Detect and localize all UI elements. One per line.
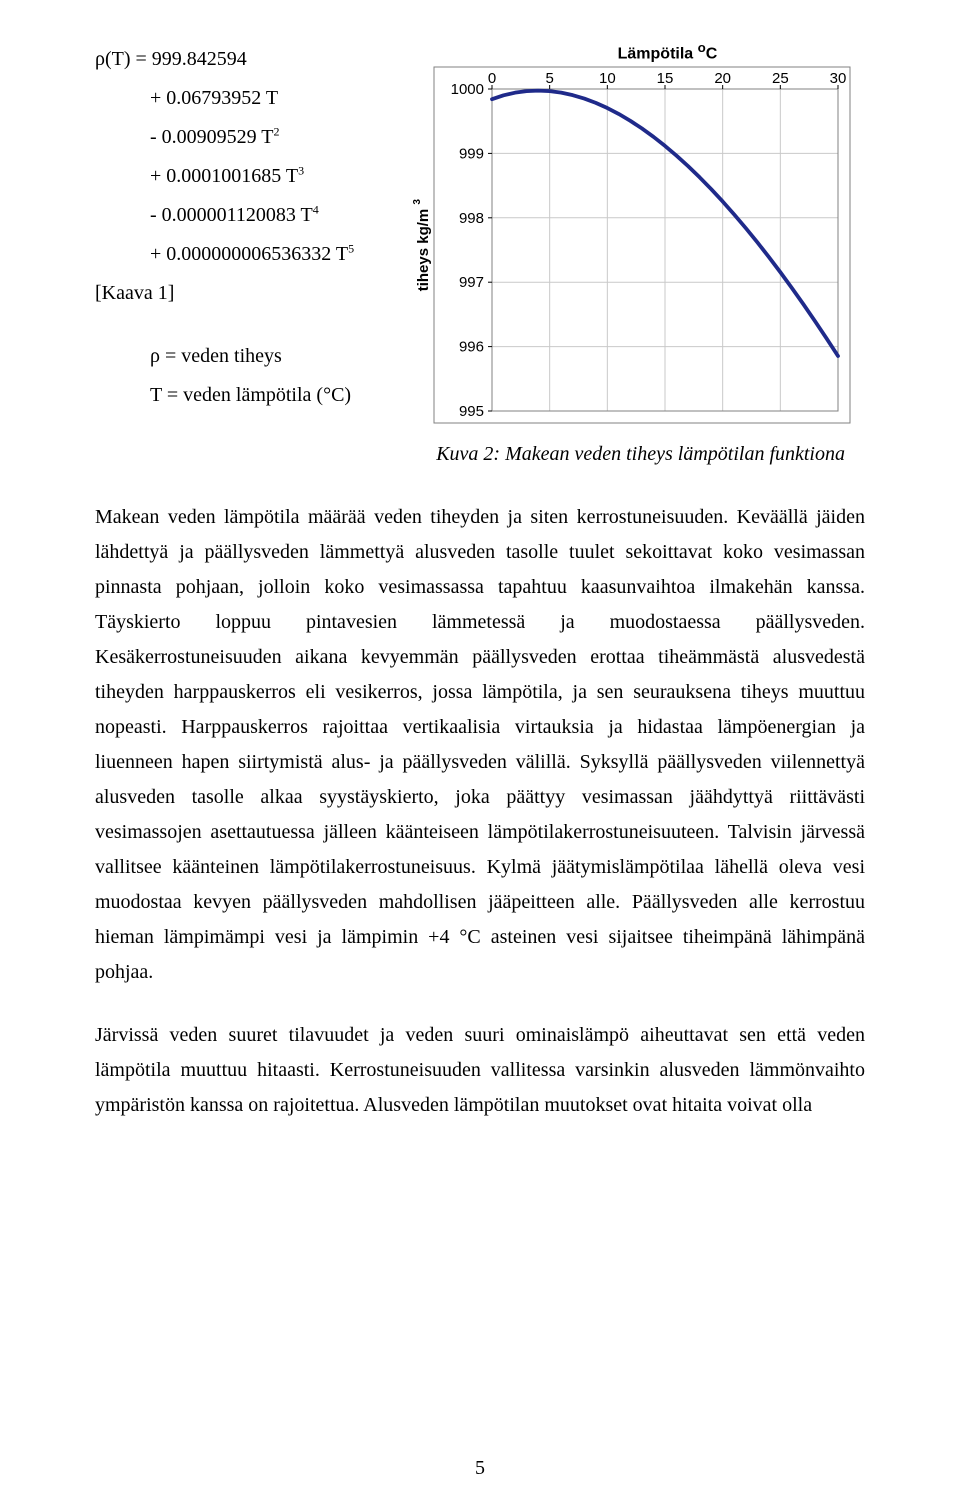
svg-text:30: 30	[830, 70, 847, 87]
formula-ref: [Kaava 1]	[95, 274, 400, 313]
density-chart: Lämpötila oC tiheys kg/m 3 0 5 10 15 20 25 30 1…	[410, 40, 865, 425]
chart-svg: 0 5 10 15 20 25 30 1000 999 998 997 996 995	[432, 65, 852, 425]
svg-text:996: 996	[459, 339, 484, 356]
svg-text:5: 5	[545, 70, 553, 87]
svg-text:998: 998	[459, 210, 484, 227]
figure-caption: Kuva 2: Makean veden tiheys lämpötilan f…	[95, 443, 865, 466]
svg-text:25: 25	[772, 70, 789, 87]
formula-block: ρ(T) = 999.842594 + 0.06793952 T - 0.009…	[95, 40, 400, 415]
paragraph: Makean veden lämpötila määrää veden tihe…	[95, 500, 865, 990]
formula-term: - 0.00909529 T2	[95, 118, 400, 157]
chart-title: Lämpötila oC	[470, 40, 865, 63]
page-number: 5	[0, 1457, 960, 1480]
paragraph: Järvissä veden suuret tilavuudet ja vede…	[95, 1018, 865, 1123]
formula-def: ρ = veden tiheys	[95, 337, 400, 376]
chart-ylabel: tiheys kg/m 3	[410, 199, 432, 291]
formula-term: + 0.000000006536332 T5	[95, 235, 400, 274]
svg-text:997: 997	[459, 275, 484, 292]
svg-text:15: 15	[657, 70, 674, 87]
svg-text:10: 10	[599, 70, 616, 87]
formula-term: - 0.000001120083 T4	[95, 196, 400, 235]
svg-text:1000: 1000	[451, 81, 484, 98]
svg-text:999: 999	[459, 146, 484, 163]
svg-text:20: 20	[714, 70, 731, 87]
svg-text:0: 0	[488, 70, 496, 87]
formula-term: + 0.06793952 T	[95, 79, 400, 118]
formula-term: + 0.0001001685 T3	[95, 157, 400, 196]
svg-text:995: 995	[459, 403, 484, 420]
formula-lhs: ρ(T) = 999.842594	[95, 40, 400, 79]
body-text: Makean veden lämpötila määrää veden tihe…	[95, 500, 865, 1123]
formula-def: T = veden lämpötila (°C)	[95, 376, 400, 415]
